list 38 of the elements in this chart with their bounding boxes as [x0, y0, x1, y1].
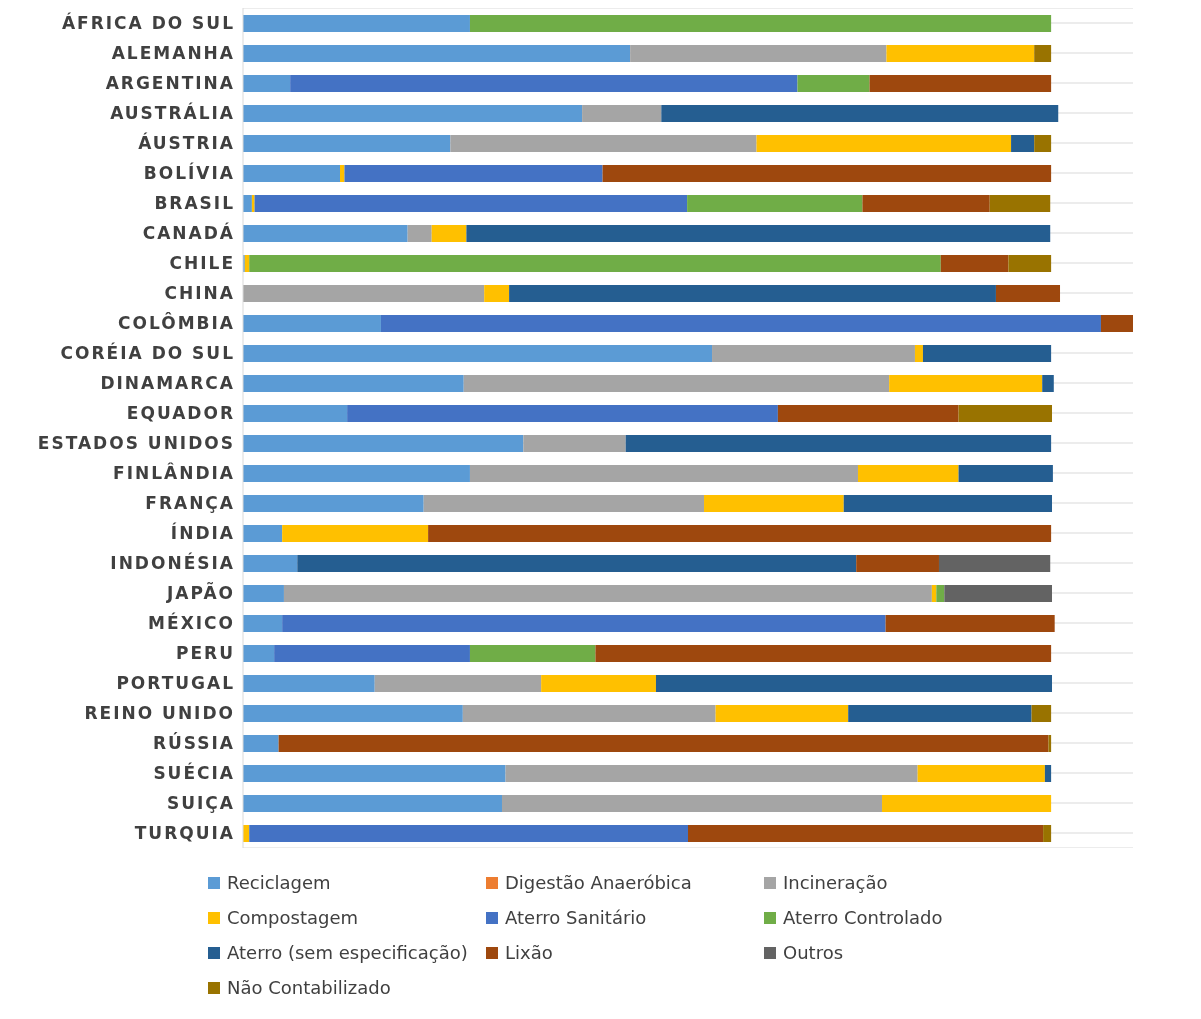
y-tick-label: PORTUGAL	[116, 673, 235, 694]
y-tick-label: ESTADOS UNIDOS	[37, 433, 235, 454]
legend-label: Digestão Anaeróbica	[505, 872, 692, 893]
y-tick-label: ARGENTINA	[105, 73, 235, 94]
y-tick-label: ÁFRICA DO SUL	[61, 12, 235, 34]
legend-label: Compostagem	[227, 907, 359, 928]
y-tick-label: CHILE	[169, 253, 235, 274]
y-tick-label: CORÉIA DO SUL	[60, 342, 235, 364]
y-tick-label: DINAMARCA	[100, 373, 235, 394]
legend-label: Reciclagem	[227, 872, 331, 893]
legend-label: Não Contabilizado	[227, 977, 391, 998]
y-tick-label: TURQUIA	[134, 823, 235, 844]
y-tick-label: RÚSSIA	[152, 732, 235, 754]
legend-label: Aterro (sem especificação)	[227, 942, 468, 963]
y-tick-label: ÁUSTRIA	[138, 132, 235, 154]
y-tick-label: ALEMANHA	[111, 43, 235, 64]
legend-label: Outros	[783, 942, 844, 963]
y-tick-label: CANADÁ	[142, 222, 235, 244]
legend-label: Lixão	[505, 942, 553, 963]
y-tick-label: ÍNDIA	[170, 522, 235, 544]
y-tick-label: SUIÇA	[166, 793, 235, 814]
y-tick-label: EQUADOR	[126, 403, 235, 424]
y-tick-label: COLÔMBIA	[118, 312, 235, 334]
y-tick-label: FINLÂNDIA	[113, 462, 235, 484]
y-tick-label: SUÉCIA	[153, 762, 235, 784]
y-tick-label: BOLÍVIA	[143, 162, 235, 184]
y-tick-label: REINO UNIDO	[84, 703, 235, 724]
legend-label: Incineração	[783, 872, 888, 893]
y-tick-label: FRANÇA	[145, 493, 235, 514]
legend-label: Aterro Sanitário	[505, 907, 647, 928]
y-tick-label: CHINA	[164, 283, 235, 304]
y-tick-label: PERU	[176, 643, 235, 664]
y-tick-label: MÉXICO	[148, 612, 235, 634]
y-tick-label: INDONÉSIA	[110, 552, 235, 574]
y-tick-label: BRASIL	[154, 193, 235, 214]
y-tick-label: AUSTRÁLIA	[110, 102, 235, 124]
y-tick-label: JAPÃO	[166, 581, 235, 604]
legend-label: Aterro Controlado	[783, 907, 943, 928]
